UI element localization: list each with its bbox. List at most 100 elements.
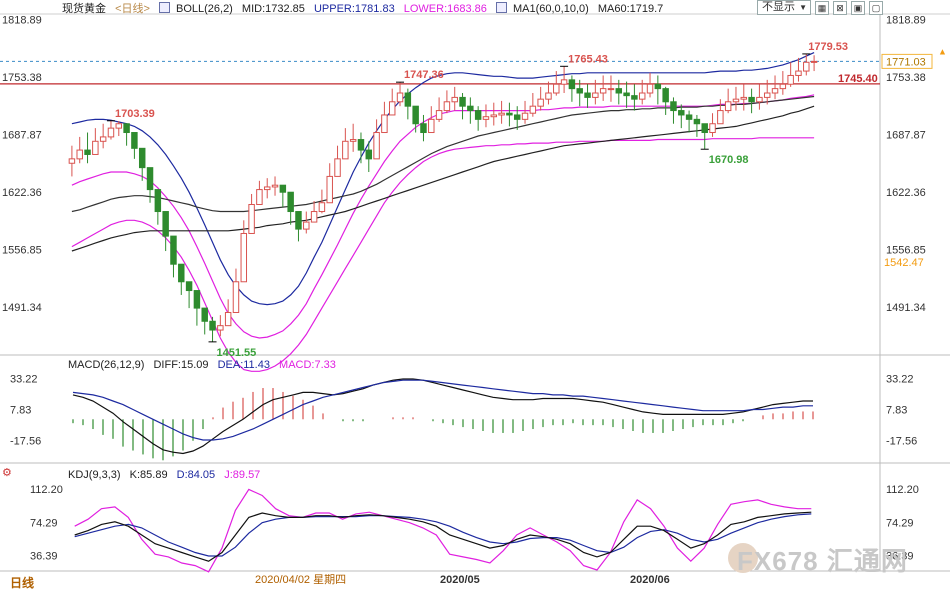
expand-icon[interactable]: ▢ <box>869 1 883 15</box>
candle-up <box>373 132 380 160</box>
chevron-down-icon: ▼ <box>799 3 807 12</box>
minimize-icon[interactable]: ▣ <box>851 1 865 15</box>
candle-up <box>756 96 763 103</box>
candle-down <box>584 92 591 98</box>
macd-value: MACD:7.33 <box>279 359 336 371</box>
candle-up <box>795 70 802 76</box>
candle-up <box>115 123 123 129</box>
kdj-panel <box>74 488 812 573</box>
candle-up <box>717 110 724 125</box>
candle-down <box>615 88 623 94</box>
candle-down <box>701 123 708 134</box>
lower-label: LOWER:1683.86 <box>403 3 487 15</box>
candle-down <box>576 88 583 94</box>
kdj-j: J:89.57 <box>224 469 261 481</box>
candle-down <box>154 189 162 213</box>
price-tick-left: 1556.85 <box>2 244 42 256</box>
candle-down <box>146 167 154 191</box>
macd-tick-left: 7.83 <box>10 405 31 417</box>
macd-tick-right: 7.83 <box>886 405 907 417</box>
candle-up <box>810 60 818 63</box>
kdj-k-line <box>74 511 812 562</box>
candle-up <box>92 140 99 155</box>
ma60-line <box>71 105 815 252</box>
period-tab[interactable]: 日线 <box>10 576 35 590</box>
macd-tick-left: 33.22 <box>10 374 38 386</box>
time-axis-label: 2020/04/02 星期四 <box>255 573 346 586</box>
candle-up <box>248 204 255 234</box>
price-tick-right: 1556.85 <box>886 244 926 256</box>
ma-icon <box>495 2 507 13</box>
candle-up <box>763 92 771 98</box>
price-grid <box>0 13 950 572</box>
current-price-label: 1771.03 <box>886 56 926 68</box>
settings-icon[interactable]: ⚙ <box>2 467 12 479</box>
candle-down <box>193 290 201 309</box>
period-link[interactable]: <日线> <box>115 3 150 15</box>
axis-labels: 1818.89 1818.89 1753.38 1753.38 1687.87 1687.… <box>2 14 947 586</box>
macd-tick-right: -17.56 <box>886 436 917 448</box>
candle-down <box>138 147 146 169</box>
candle-down <box>185 281 193 292</box>
boll-lines <box>71 52 815 372</box>
candle-down <box>568 79 576 90</box>
candle-up <box>68 158 76 164</box>
price-annotations: 1703.39 1451.55 1747.36 1765.43 1670.98 1779.… <box>106 41 848 359</box>
candle-up <box>771 88 779 94</box>
candle-up <box>498 112 505 116</box>
grid-icon[interactable]: ▦ <box>815 1 829 15</box>
candle-down <box>420 123 427 134</box>
candle-up <box>545 92 552 100</box>
candle-down <box>295 211 302 230</box>
candle-up <box>334 158 341 177</box>
candle-up <box>99 136 107 142</box>
macd-tick-left: -17.56 <box>10 436 41 448</box>
macd-panel <box>72 378 814 461</box>
candle-up <box>592 92 599 98</box>
upper-label: UPPER:1781.83 <box>313 3 395 15</box>
close-icon[interactable]: ⊠ <box>833 1 847 15</box>
current-price-marker: ▲ <box>938 46 947 56</box>
candle-down <box>357 139 365 151</box>
boll-upper-line <box>71 52 815 306</box>
candle-up <box>224 311 232 327</box>
candle-down <box>474 110 482 120</box>
support-line-label: 1745.40 <box>838 73 878 85</box>
kdj-d: D:84.05 <box>176 469 216 481</box>
candle-down <box>623 92 630 97</box>
boll-label: BOLL(26,2) <box>175 3 233 15</box>
candle-up <box>271 184 279 188</box>
candle-down <box>693 118 701 125</box>
kdj-tick-left: 36.39 <box>30 551 58 563</box>
ma60-label: MA60:1719.7 <box>597 3 664 15</box>
candle-up <box>451 96 458 103</box>
price-tick-right: 1687.87 <box>886 129 926 141</box>
candle-up <box>263 186 271 191</box>
price-tick-left: 1818.89 <box>2 14 42 26</box>
high4-label: 1779.53 <box>808 41 848 53</box>
candles <box>68 53 818 342</box>
price-tick-right: 1491.34 <box>886 302 926 314</box>
display-dropdown[interactable]: 不显示 ▼ <box>757 0 811 15</box>
candle-up <box>232 281 240 313</box>
price-tick-right: 1818.89 <box>886 14 926 26</box>
price-tick-right: 1753.38 <box>886 72 926 84</box>
price-tick-left: 1753.38 <box>2 72 42 84</box>
candle-up <box>303 221 310 230</box>
ma-line <box>71 95 815 213</box>
price-tick-right: 1622.36 <box>886 187 926 199</box>
mid-label: MID:1732.85 <box>241 3 305 15</box>
candle-up <box>310 211 318 223</box>
candle-up <box>732 98 740 103</box>
macd-name: MACD(26,12,9) <box>68 359 145 371</box>
candle-up <box>787 74 794 85</box>
candle-up <box>428 118 435 134</box>
candle-down <box>201 307 208 322</box>
candle-down <box>162 211 169 237</box>
candle-down <box>365 149 373 160</box>
kdj-j-line <box>74 488 812 573</box>
candle-up <box>443 101 451 112</box>
price-tick-left: 1687.87 <box>2 129 42 141</box>
low1-label: 1451.55 <box>217 347 257 359</box>
candle-up <box>537 98 544 107</box>
